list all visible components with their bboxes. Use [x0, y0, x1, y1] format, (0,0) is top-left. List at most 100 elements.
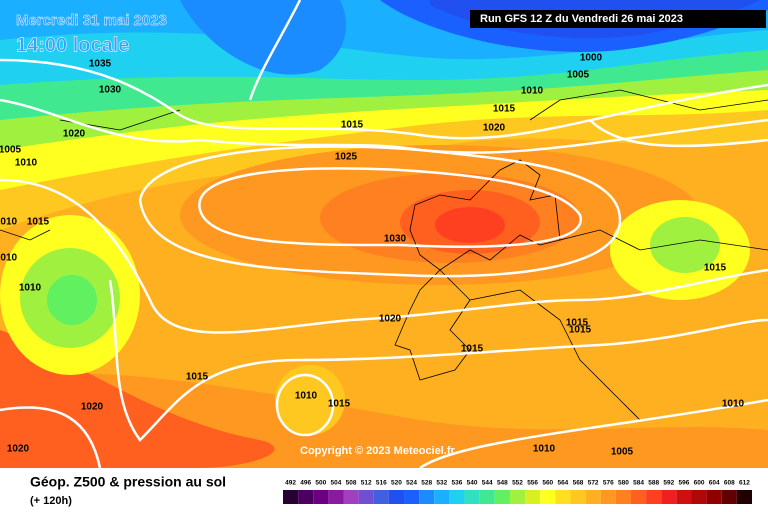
isobar-label: 1010: [533, 444, 556, 455]
scale-label: 604: [709, 480, 720, 487]
scale-swatch: [721, 490, 737, 504]
scale-swatch: [419, 490, 435, 504]
scale-swatch: [676, 490, 692, 504]
scale-swatch: [615, 490, 631, 504]
scale-label: 508: [346, 480, 357, 487]
scale-swatch: [509, 490, 526, 504]
scale-swatch: [661, 490, 677, 504]
scale-label: 520: [391, 480, 402, 487]
isobar-label: 1015: [566, 318, 589, 329]
scale-label: 552: [512, 480, 523, 487]
scale-label: 532: [436, 480, 447, 487]
isobar-label: 1020: [63, 129, 86, 140]
run-info: Run GFS 12 Z du Vendredi 26 mai 2023: [480, 13, 683, 25]
footer-title: Géop. Z500 & pression au sol: [30, 474, 226, 490]
isobar-label: 1015: [569, 325, 592, 336]
scale-label: 564: [557, 480, 568, 487]
isobar-label: 1010: [521, 86, 544, 97]
scale-label: 576: [603, 480, 614, 487]
scale-swatch: [691, 490, 707, 504]
scale-swatch: [313, 490, 329, 504]
coastline: [409, 159, 561, 271]
isobar: [0, 98, 768, 154]
scale-label: 560: [542, 480, 553, 487]
scale-label: 544: [482, 480, 493, 487]
scale-swatch: [373, 490, 389, 504]
scale-swatch: [358, 490, 374, 504]
isobar: [0, 178, 768, 334]
scale-swatch: [343, 490, 359, 504]
isobar: [198, 167, 582, 248]
scale-swatch: [388, 490, 405, 504]
copyright: Copyright © 2023 Meteociel.fr: [300, 445, 456, 457]
isobar-label: 1010: [722, 399, 745, 410]
isobar-label: 1010: [19, 283, 42, 294]
isobar-label: 1020: [483, 123, 506, 134]
isobar: [138, 145, 622, 278]
isobar: [0, 398, 768, 468]
time: 14:00 locale: [16, 34, 129, 56]
scale-label: 596: [678, 480, 689, 487]
isobar-label: 1030: [99, 85, 122, 96]
scale-swatch: [555, 490, 571, 504]
run-box: [470, 10, 766, 28]
scale-swatch: [479, 490, 495, 504]
scale-label: 492: [285, 480, 296, 487]
scale-swatch: [494, 490, 510, 504]
isobar-label: 1015: [27, 217, 50, 228]
isobar-label: 1010: [0, 253, 18, 264]
scale-label: 496: [300, 480, 311, 487]
scale-swatch: [525, 490, 541, 504]
date: Mercredi 31 mai 2023: [16, 12, 167, 29]
scale-label: 504: [331, 480, 342, 487]
scale-label: 512: [361, 480, 372, 487]
scale-label: 580: [618, 480, 629, 487]
isobar-label: 1000: [580, 53, 603, 64]
scale-swatch: [449, 490, 465, 504]
field: [0, 0, 768, 468]
isobar-label: 1005: [611, 447, 634, 458]
scale-swatch: [585, 490, 601, 504]
scale-label: 592: [663, 480, 674, 487]
scale-label: 568: [573, 480, 584, 487]
scale-swatch: [600, 490, 616, 504]
scale-swatch: [298, 490, 314, 504]
isobar-label: 1015: [328, 399, 351, 410]
isobar-label: 1010: [0, 217, 18, 228]
scale-label: 540: [467, 480, 478, 487]
isobar-label: 1020: [7, 444, 30, 455]
scale-label: 612: [739, 480, 750, 487]
isobar-label: 1015: [493, 104, 516, 115]
scale-label: 536: [452, 480, 463, 487]
scale-swatch: [646, 490, 662, 504]
scale-label: 556: [527, 480, 538, 487]
scale-label: 608: [724, 480, 735, 487]
scale-swatch: [630, 490, 647, 504]
scale-swatch: [283, 490, 299, 504]
color-scale: 492 496 500 504 508 512 516 520 524 528 532 536 540 5…: [283, 480, 752, 504]
isobar-label: 1010: [15, 158, 38, 169]
scale-swatch: [404, 490, 420, 504]
isobar-label: 1015: [341, 120, 364, 131]
isobar-label: 1035: [89, 59, 112, 70]
isobar-label: 1005: [0, 145, 22, 156]
isobar-label: 1015: [704, 263, 727, 274]
scale-swatch: [736, 490, 752, 504]
scale-label: 528: [421, 480, 432, 487]
isobar: [248, 0, 768, 148]
scale-label: 500: [315, 480, 326, 487]
scale-swatch: [434, 490, 450, 504]
scale-label: 516: [376, 480, 387, 487]
isobar-label: 1015: [461, 344, 484, 355]
isobar: [275, 373, 335, 437]
coastline: [0, 89, 768, 421]
scale-label: 600: [694, 480, 705, 487]
scale-swatch: [328, 490, 344, 504]
scale-swatch: [570, 490, 586, 504]
isobar-label: 1020: [379, 314, 402, 325]
isobar-label: 1005: [567, 70, 590, 81]
scale-swatch: [464, 490, 480, 504]
scale-label: 572: [588, 480, 599, 487]
scale-label: 584: [633, 480, 644, 487]
